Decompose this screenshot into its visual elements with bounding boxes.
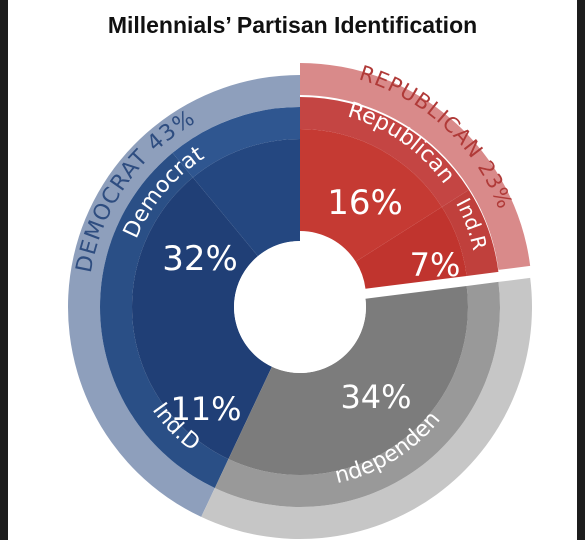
middle-slice-independent xyxy=(214,281,500,507)
inner-slice-32 xyxy=(132,177,272,460)
pct-label-4: 16% xyxy=(327,183,403,223)
left-border xyxy=(0,0,8,540)
inner-slice-34 xyxy=(228,285,468,475)
middle-slice-republican xyxy=(300,97,469,207)
donut-hole xyxy=(234,241,366,373)
outer-slice-democrat-43 xyxy=(67,74,300,517)
middle-slice-democrat xyxy=(100,152,229,488)
outer-slice-republican-23 xyxy=(300,63,531,270)
pct-label-2: 34% xyxy=(340,378,411,416)
middle-slice-ind-d xyxy=(172,107,300,178)
pct-label-0: 32% xyxy=(162,239,238,279)
outer-ring xyxy=(67,63,532,539)
pct-label-1: 11% xyxy=(170,390,241,428)
outer-slice-independent xyxy=(201,277,532,539)
pct-label-3: 7% xyxy=(410,246,461,284)
right-border xyxy=(577,0,585,540)
chart-title: Millennials’ Partisan Identification xyxy=(107,12,478,38)
inner-slice-11 xyxy=(192,139,300,257)
middle-ring xyxy=(100,97,500,507)
inner-slice-16 xyxy=(300,129,442,262)
inner-ring xyxy=(132,129,468,475)
inner-slice-7 xyxy=(355,206,467,289)
middle-slice-ind-r xyxy=(441,189,499,276)
